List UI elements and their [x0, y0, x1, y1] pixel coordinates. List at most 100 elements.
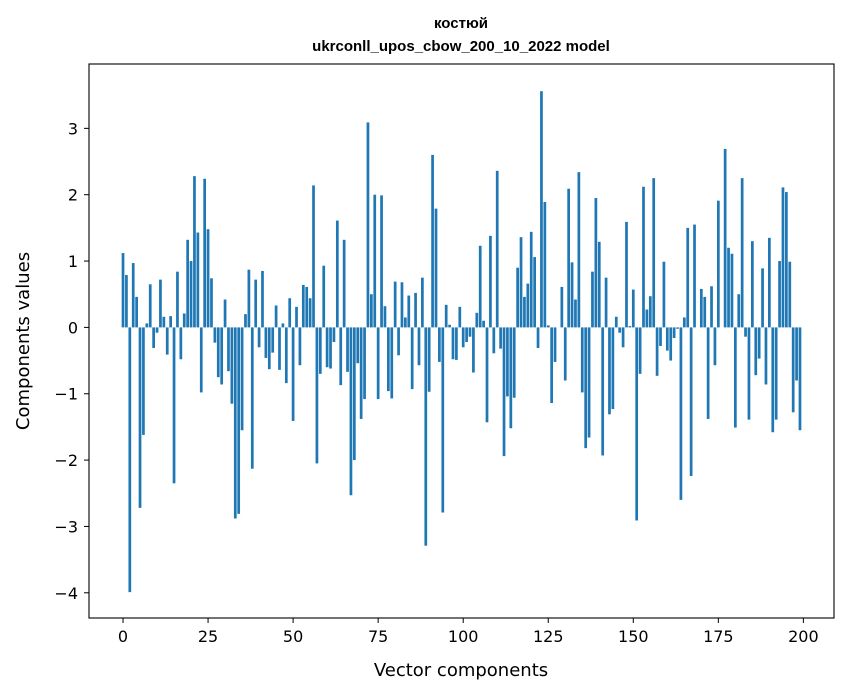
bar — [128, 327, 132, 593]
x-tick-label: 25 — [198, 627, 218, 646]
bar — [584, 327, 588, 449]
bar — [686, 227, 690, 328]
bar — [152, 327, 155, 348]
bar — [135, 296, 138, 328]
bar — [424, 327, 428, 546]
bar — [417, 327, 421, 366]
bar — [533, 257, 536, 328]
x-tick-label: 100 — [448, 627, 479, 646]
bar — [121, 253, 125, 328]
bar — [400, 282, 404, 328]
bar — [325, 327, 329, 368]
bar — [540, 91, 543, 328]
bar — [339, 327, 343, 386]
bar — [689, 327, 693, 477]
bar — [516, 267, 519, 328]
bar — [526, 283, 530, 328]
bar — [621, 327, 625, 348]
bar — [727, 247, 730, 328]
bar — [257, 327, 261, 348]
bar — [587, 327, 591, 438]
bar — [387, 327, 390, 392]
bar — [329, 327, 332, 369]
bar — [182, 313, 186, 328]
bar — [240, 327, 244, 431]
bar — [298, 327, 302, 366]
bar — [271, 327, 275, 353]
bars-group — [121, 91, 802, 593]
y-tick-label: −3 — [54, 517, 78, 536]
bar — [318, 327, 322, 374]
bar — [798, 327, 802, 431]
bar — [261, 271, 264, 328]
bar — [655, 327, 659, 376]
bar — [193, 176, 196, 328]
bar — [407, 295, 411, 328]
y-tick-label: −2 — [54, 451, 78, 470]
x-tick-label: 200 — [788, 627, 819, 646]
bar — [125, 274, 128, 328]
bar — [761, 268, 764, 328]
bar — [574, 299, 577, 328]
bar — [404, 317, 407, 328]
bar — [628, 326, 632, 328]
bar — [733, 327, 737, 428]
bar — [159, 279, 162, 328]
bar — [652, 178, 656, 328]
x-tick-label: 150 — [618, 627, 649, 646]
x-tick-label: 175 — [703, 627, 734, 646]
bar — [305, 286, 309, 328]
bar — [785, 192, 788, 328]
bar — [349, 327, 353, 496]
bar — [308, 298, 312, 328]
bar — [509, 327, 513, 429]
bar — [291, 327, 295, 421]
bar — [165, 327, 169, 355]
bar — [618, 327, 622, 333]
y-tick-label: −1 — [54, 385, 78, 404]
bar — [781, 187, 785, 328]
bar — [281, 323, 285, 328]
bar — [332, 327, 336, 342]
bar — [757, 327, 761, 359]
bar — [506, 327, 509, 397]
bar — [179, 327, 183, 360]
bar — [342, 239, 346, 328]
bar — [625, 221, 628, 328]
bar — [485, 327, 489, 423]
y-axis-ticks: −4 −3 −2 −1 0 1 2 3 — [54, 119, 89, 603]
bar — [278, 327, 281, 370]
bar — [744, 327, 747, 337]
bar — [288, 298, 292, 328]
bar — [475, 312, 479, 328]
bar — [390, 327, 394, 399]
bar — [747, 327, 751, 420]
bar — [693, 224, 696, 328]
bar — [138, 327, 142, 508]
bar — [145, 323, 149, 328]
bar — [492, 327, 496, 354]
bar — [210, 278, 213, 328]
bar — [774, 327, 778, 420]
bar — [648, 296, 652, 328]
bar — [638, 327, 642, 374]
x-tick-label: 75 — [368, 627, 388, 646]
y-tick-label: −4 — [54, 584, 78, 603]
bar — [301, 284, 305, 328]
bar — [284, 327, 288, 384]
bar — [563, 327, 567, 381]
bar — [203, 178, 207, 328]
bar — [699, 288, 703, 328]
bar — [567, 188, 571, 328]
y-tick-label: 1 — [68, 252, 78, 271]
bar — [519, 237, 523, 328]
bar — [421, 277, 424, 328]
bar — [352, 327, 356, 461]
bar — [216, 327, 220, 378]
bar — [795, 327, 798, 381]
bar — [233, 327, 237, 519]
chart-subtitle: ukrconll_upos_cbow_200_10_2022 model — [312, 38, 610, 55]
bar — [264, 327, 268, 358]
bar — [778, 261, 781, 328]
bar — [363, 327, 366, 400]
